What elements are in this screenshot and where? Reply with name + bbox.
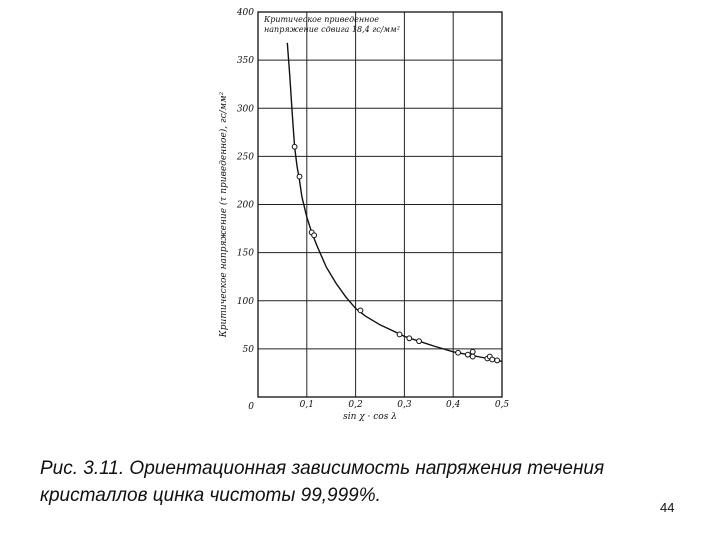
x-tick-label: 0,4 <box>446 400 461 410</box>
x-tick-label: 0,2 <box>348 400 363 410</box>
grid <box>258 12 502 397</box>
caption-line-1: Рис. 3.11. Ориентационная зависимость на… <box>40 458 605 479</box>
data-point <box>291 143 298 150</box>
y-tick-label: 350 <box>237 56 254 66</box>
x-tick-labels: 0,1 0,2 0,3 0,4 0,5 <box>300 400 510 410</box>
y-tick-label: 150 <box>237 249 254 259</box>
data-point <box>469 348 476 355</box>
plot-frame <box>257 11 503 398</box>
data-point <box>296 173 303 180</box>
y-tick-label: 0 <box>248 402 254 412</box>
data-point <box>357 307 364 314</box>
chart: 0 50 100 150 200 250 300 350 400 0,1 0,2 0,3 0,4 0,5… <box>218 8 510 422</box>
y-tick-label: 50 <box>243 345 255 355</box>
annotation-line-2: напряжение сдвига 18,4 гс/мм² <box>264 25 400 34</box>
y-tick-label: 100 <box>237 297 254 307</box>
fit-curve <box>286 42 503 363</box>
x-tick-label: 0,3 <box>397 400 412 410</box>
x-axis-label: sin χ · cos λ <box>343 412 397 422</box>
data-point <box>406 335 413 342</box>
data-point <box>455 349 461 356</box>
figure-caption: Рис. 3.11. Ориентационная зависимость на… <box>40 455 710 509</box>
data-point <box>311 232 318 239</box>
data-point <box>494 357 501 364</box>
x-tick-label: 0,1 <box>300 400 314 410</box>
y-tick-label: 200 <box>236 201 254 211</box>
caption-line-2: кристаллов цинка чистоты 99,999%. <box>40 485 381 506</box>
page-number: 44 <box>660 500 675 515</box>
data-point <box>416 338 422 345</box>
data-point <box>489 356 496 363</box>
x-tick-label: 0,5 <box>495 400 510 410</box>
y-tick-label: 250 <box>236 152 254 162</box>
data-point <box>469 353 476 360</box>
y-tick-label: 400 <box>236 8 254 18</box>
y-tick-label: 300 <box>237 104 254 114</box>
data-points <box>291 143 501 364</box>
data-point <box>396 331 403 338</box>
data-point <box>464 351 471 358</box>
annotation-line-1: Критическое приведенное <box>263 15 379 24</box>
y-tick-labels: 0 50 100 150 200 250 300 350 400 <box>236 8 254 412</box>
y-axis-label: Критическое напряжение (τ приведенное), … <box>218 91 229 338</box>
